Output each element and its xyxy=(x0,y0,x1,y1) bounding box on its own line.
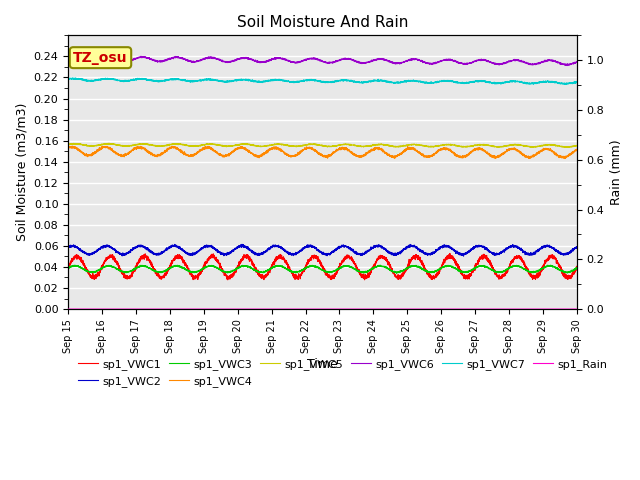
sp1_Rain xyxy=(156,306,163,312)
Line: sp1_VWC7: sp1_VWC7 xyxy=(68,78,577,84)
sp1_VWC4 xyxy=(573,147,580,153)
sp1_VWC5 xyxy=(465,144,473,149)
sp1_VWC3 xyxy=(303,264,311,270)
sp1_VWC2 xyxy=(460,253,467,259)
sp1_VWC7 xyxy=(465,80,473,85)
sp1_VWC1 xyxy=(224,277,232,283)
sp1_VWC2 xyxy=(436,245,444,251)
sp1_VWC6 xyxy=(70,53,77,59)
sp1_VWC5 xyxy=(64,142,72,147)
sp1_VWC6 xyxy=(573,59,580,65)
sp1_VWC1 xyxy=(303,260,311,266)
Legend: sp1_VWC1, sp1_VWC2, sp1_VWC3, sp1_VWC4, sp1_VWC5, sp1_VWC6, sp1_VWC7, sp1_Rain: sp1_VWC1, sp1_VWC2, sp1_VWC3, sp1_VWC4, … xyxy=(74,355,612,391)
sp1_VWC1 xyxy=(465,276,473,282)
sp1_VWC6 xyxy=(563,63,571,69)
sp1_VWC5 xyxy=(303,142,311,148)
sp1_VWC5 xyxy=(495,144,502,150)
sp1_VWC3 xyxy=(64,264,72,270)
sp1_VWC5 xyxy=(436,143,444,148)
sp1_VWC6 xyxy=(156,59,163,64)
sp1_VWC7 xyxy=(156,78,163,84)
sp1_VWC1 xyxy=(156,275,163,280)
sp1_Rain xyxy=(572,306,580,312)
sp1_VWC3 xyxy=(573,266,580,272)
Line: sp1_VWC2: sp1_VWC2 xyxy=(68,244,577,256)
sp1_VWC3 xyxy=(156,269,163,275)
sp1_VWC7 xyxy=(436,78,444,84)
sp1_VWC2 xyxy=(64,244,72,250)
sp1_VWC4 xyxy=(64,144,72,150)
sp1_VWC5 xyxy=(156,144,163,149)
sp1_VWC4 xyxy=(465,151,473,156)
sp1_VWC6 xyxy=(436,59,444,64)
sp1_VWC5 xyxy=(408,142,416,147)
sp1_VWC7 xyxy=(303,77,311,83)
sp1_VWC3 xyxy=(392,270,400,276)
sp1_VWC3 xyxy=(408,264,416,269)
sp1_VWC7 xyxy=(68,75,76,81)
sp1_VWC4 xyxy=(408,146,416,152)
sp1_Rain xyxy=(465,306,473,312)
sp1_VWC7 xyxy=(573,79,580,85)
sp1_Rain xyxy=(64,306,72,312)
sp1_VWC2 xyxy=(465,249,473,255)
sp1_VWC3 xyxy=(71,262,79,268)
sp1_VWC6 xyxy=(64,55,72,60)
sp1_VWC2 xyxy=(573,245,580,251)
sp1_VWC3 xyxy=(436,266,444,272)
sp1_VWC2 xyxy=(238,241,246,247)
Line: sp1_VWC4: sp1_VWC4 xyxy=(68,146,577,158)
sp1_VWC6 xyxy=(465,60,473,66)
sp1_VWC4 xyxy=(561,156,569,161)
Line: sp1_VWC5: sp1_VWC5 xyxy=(68,143,577,147)
sp1_Rain xyxy=(436,306,444,312)
sp1_VWC1 xyxy=(573,264,580,270)
sp1_VWC6 xyxy=(408,57,416,63)
sp1_Rain xyxy=(573,306,580,312)
sp1_VWC7 xyxy=(64,76,72,82)
Y-axis label: Soil Moisture (m3/m3): Soil Moisture (m3/m3) xyxy=(15,103,28,241)
sp1_VWC4 xyxy=(303,144,311,150)
Line: sp1_VWC3: sp1_VWC3 xyxy=(68,265,577,273)
sp1_VWC5 xyxy=(573,143,580,149)
sp1_VWC1 xyxy=(436,265,444,271)
sp1_VWC1 xyxy=(64,264,72,269)
sp1_Rain xyxy=(303,306,311,312)
sp1_VWC4 xyxy=(68,144,76,149)
X-axis label: Time: Time xyxy=(307,359,338,372)
sp1_VWC2 xyxy=(573,245,580,251)
Line: sp1_VWC1: sp1_VWC1 xyxy=(68,253,577,280)
sp1_VWC5 xyxy=(70,140,77,146)
sp1_VWC4 xyxy=(156,152,163,157)
sp1_VWC7 xyxy=(563,82,570,87)
sp1_VWC5 xyxy=(573,143,580,148)
Line: sp1_VWC6: sp1_VWC6 xyxy=(68,56,577,66)
Text: TZ_osu: TZ_osu xyxy=(73,51,128,65)
sp1_VWC2 xyxy=(303,242,311,248)
sp1_Rain xyxy=(408,306,416,312)
sp1_VWC6 xyxy=(573,59,580,65)
sp1_VWC1 xyxy=(573,264,580,270)
sp1_VWC2 xyxy=(408,243,416,249)
sp1_VWC4 xyxy=(436,147,444,153)
sp1_VWC3 xyxy=(465,268,473,274)
sp1_VWC4 xyxy=(573,147,580,153)
sp1_VWC1 xyxy=(408,257,416,263)
sp1_VWC7 xyxy=(408,78,416,84)
sp1_VWC1 xyxy=(446,251,454,256)
sp1_VWC6 xyxy=(303,56,311,62)
sp1_VWC7 xyxy=(573,79,580,84)
sp1_VWC3 xyxy=(573,265,580,271)
sp1_VWC2 xyxy=(156,251,163,256)
Y-axis label: Rain (mm): Rain (mm) xyxy=(610,139,623,205)
Title: Soil Moisture And Rain: Soil Moisture And Rain xyxy=(237,15,408,30)
